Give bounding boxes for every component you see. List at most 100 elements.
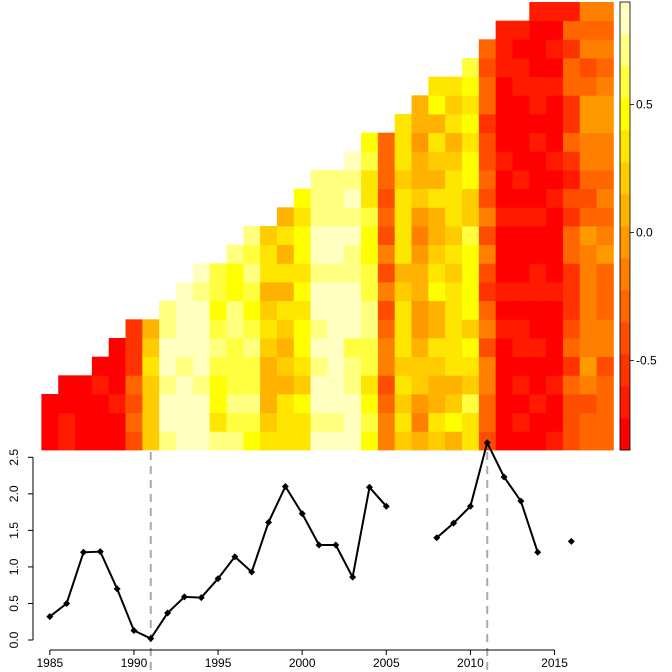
heatmap-cell [108, 338, 126, 358]
heatmap-cell [512, 412, 530, 432]
heatmap-cell [546, 375, 564, 395]
heatmap-cell [394, 375, 412, 395]
heatmap-cells [41, 2, 614, 451]
heatmap-cell [411, 114, 429, 134]
colorbar-tick-label: 0.5 [636, 97, 653, 111]
heatmap-cell [596, 207, 614, 227]
heatmap-cell [276, 263, 295, 283]
line-axes: 0.0 0.5 1.0 1.5 2.0 2.5 1985 1990 1995 2000 2005 20… [7, 449, 568, 670]
heatmap-cell [377, 244, 396, 264]
heatmap-cell [192, 263, 211, 283]
heatmap-cell [462, 170, 480, 190]
y-tick-label: 0.5 [7, 595, 21, 612]
heatmap-cell [579, 76, 597, 96]
heatmap-cell [293, 394, 311, 414]
heatmap-cell [478, 412, 497, 432]
heatmap-cell [428, 151, 446, 171]
heatmap-cell [159, 412, 177, 432]
heatmap-cell [411, 151, 429, 171]
heatmap-cell [159, 319, 177, 339]
heatmap-cell [445, 319, 463, 339]
heatmap-cell [58, 394, 76, 414]
heatmap-cell [142, 412, 160, 432]
heatmap-cell [529, 20, 547, 40]
heatmap-cell [596, 244, 614, 264]
heatmap-cell [529, 76, 547, 96]
heatmap-cell [91, 356, 110, 376]
heatmap-cell [562, 207, 581, 227]
heatmap-cell [411, 188, 429, 208]
heatmap-cell [462, 431, 480, 451]
heatmap-cell [462, 319, 480, 339]
heatmap-cell [512, 207, 530, 227]
heatmap-cell [377, 263, 396, 283]
heatmap-cell [512, 244, 530, 264]
heatmap-cell [546, 20, 564, 40]
heatmap-cell [478, 244, 497, 264]
heatmap-cell [512, 20, 530, 40]
data-point [382, 502, 390, 510]
heatmap-cell [445, 132, 463, 152]
data-point [130, 627, 138, 634]
heatmap-cell [361, 226, 379, 246]
heatmap-cell [562, 58, 581, 78]
heatmap-cell [344, 151, 362, 171]
heatmap-cell [411, 132, 429, 152]
heatmap-cell [411, 431, 429, 451]
heatmap-cell [478, 151, 497, 171]
heatmap-cell [41, 394, 59, 414]
heatmap-cell [529, 39, 547, 59]
heatmap-cell [529, 319, 547, 339]
heatmap-cell [243, 226, 261, 246]
heatmap-cell [478, 170, 497, 190]
heatmap-cell [310, 188, 328, 208]
heatmap-cell [176, 300, 194, 320]
heatmap-cell [445, 338, 463, 358]
heatmap-cell [562, 300, 581, 320]
colorbar-segment [620, 418, 630, 451]
heatmap-cell [310, 394, 328, 414]
heatmap-cell [125, 375, 143, 395]
heatmap-cell [596, 375, 614, 395]
heatmap-cell [562, 226, 581, 246]
heatmap-cell [344, 300, 362, 320]
heatmap-cell [260, 263, 278, 283]
heatmap-cell [394, 207, 412, 227]
heatmap-cell [327, 226, 345, 246]
heatmap-cell [108, 394, 126, 414]
heatmap-cell [512, 263, 530, 283]
heatmap-cell [579, 282, 597, 302]
heatmap-cell [293, 412, 311, 432]
heatmap-cell [462, 188, 480, 208]
heatmap-cell [226, 300, 244, 320]
heatmap-cell [310, 338, 328, 358]
heatmap-cell [260, 375, 278, 395]
heatmap-cell [361, 188, 379, 208]
heatmap-cell [142, 394, 160, 414]
heatmap-cell [260, 226, 278, 246]
heatmap-cell [529, 300, 547, 320]
heatmap-cell [411, 282, 429, 302]
heatmap-cell [462, 282, 480, 302]
heatmap-cell [125, 412, 143, 432]
heatmap-cell [260, 338, 278, 358]
heatmap-cell [377, 282, 396, 302]
heatmap-cell [192, 300, 211, 320]
heatmap-cell [377, 226, 396, 246]
x-tick-label: 2010 [457, 656, 484, 670]
heatmap-cell [142, 319, 160, 339]
heatmap-cell [394, 114, 412, 134]
heatmap-cell [411, 207, 429, 227]
heatmap-cell [243, 412, 261, 432]
heatmap-cell [596, 151, 614, 171]
heatmap-cell [276, 412, 295, 432]
heatmap-cell [512, 114, 530, 134]
heatmap-cell [125, 431, 143, 451]
heatmap-cell [75, 375, 93, 395]
heatmap-cell [209, 431, 227, 451]
heatmap-cell [529, 338, 547, 358]
heatmap-cell [529, 394, 547, 414]
heatmap-cell [512, 282, 530, 302]
heatmap-cell [344, 282, 362, 302]
heatmap-cell [495, 151, 513, 171]
